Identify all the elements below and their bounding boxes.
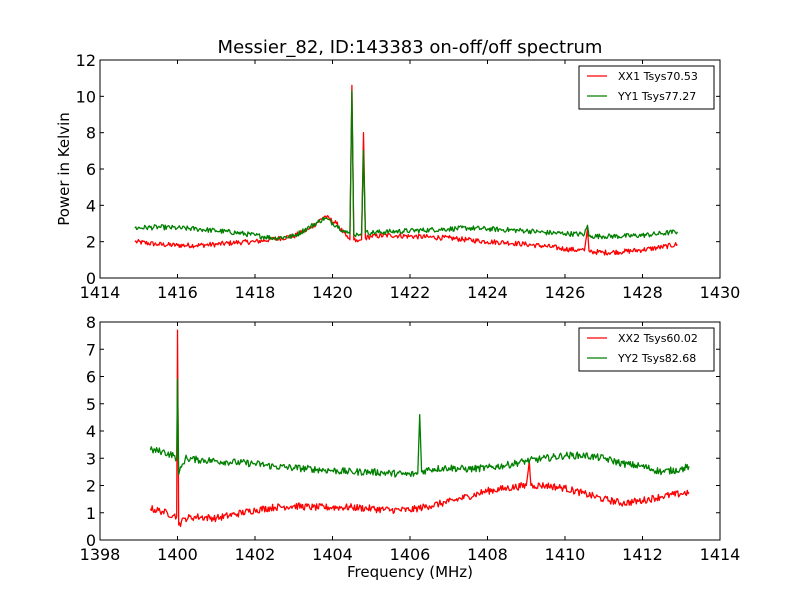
x-tick-label: 1422	[390, 283, 431, 302]
x-tick-label: 1400	[157, 545, 198, 564]
series-line-yy1	[134, 90, 678, 241]
legend-box	[578, 327, 715, 372]
series-group	[149, 329, 690, 528]
y-tick-label: 10	[76, 87, 96, 106]
legend-label: XX1 Tsys70.53	[618, 70, 698, 83]
x-tick-label: 1430	[700, 283, 741, 302]
x-tick-label: 1414	[80, 283, 121, 302]
y-axis-label: Power in Kelvin	[55, 112, 73, 226]
x-tick-label: 1414	[700, 545, 741, 564]
x-tick-label: 1408	[467, 545, 508, 564]
x-tick-label: 1398	[80, 545, 121, 564]
x-tick-label: 1424	[467, 283, 508, 302]
legend-box	[578, 65, 715, 110]
legend-label: YY2 Tsys82.68	[617, 352, 696, 365]
y-tick-label: 5	[86, 395, 96, 414]
y-tick-label: 8	[86, 313, 96, 332]
chart-title: Messier_82, ID:143383 on-off/off spectru…	[218, 37, 603, 58]
legend: XX1 Tsys70.53 YY1 Tsys77.27	[578, 65, 715, 110]
y-tick-label: 12	[76, 51, 96, 70]
x-tick-label: 1426	[545, 283, 586, 302]
legend-label: YY1 Tsys77.27	[617, 90, 696, 103]
x-tick-label: 1418	[235, 283, 276, 302]
top-plot-panel: 1414 1416 1418 1420 1422 1424 1426 1428 1430 0 2 4 6…	[55, 51, 740, 302]
y-tick-label: 3	[86, 449, 96, 468]
legend: XX2 Tsys60.02 YY2 Tsys82.68	[578, 327, 715, 372]
x-tick-label: 1416	[157, 283, 198, 302]
x-tick-label: 1420	[312, 283, 353, 302]
bottom-plot-panel: 1398 1400 1402 1404 1406 1408 1410 1412 1414 0 1 2 3…	[80, 313, 741, 581]
y-tick-label: 0	[86, 269, 96, 288]
x-tick-label: 1412	[622, 545, 663, 564]
y-tick-label: 7	[86, 340, 96, 359]
x-tick-label: 1428	[622, 283, 663, 302]
y-tick-label: 4	[86, 422, 96, 441]
y-tick-label: 2	[86, 233, 96, 252]
y-tick-label: 4	[86, 196, 96, 215]
series-group	[134, 84, 678, 256]
y-tick-label: 2	[86, 477, 96, 496]
y-tick-label: 6	[86, 368, 96, 387]
y-tick-label: 8	[86, 124, 96, 143]
x-tick-label: 1402	[235, 545, 276, 564]
series-line-xx2	[149, 329, 690, 528]
series-line-xx1	[134, 84, 678, 256]
y-tick-label: 1	[86, 504, 96, 523]
x-axis-label: Frequency (MHz)	[347, 563, 473, 581]
legend-label: XX2 Tsys60.02	[618, 332, 698, 345]
x-tick-label: 1404	[312, 545, 353, 564]
x-tick-label: 1410	[545, 545, 586, 564]
x-tick-label: 1406	[390, 545, 431, 564]
y-tick-label: 6	[86, 160, 96, 179]
y-tick-label: 0	[86, 531, 96, 550]
series-line-yy2	[149, 378, 690, 478]
